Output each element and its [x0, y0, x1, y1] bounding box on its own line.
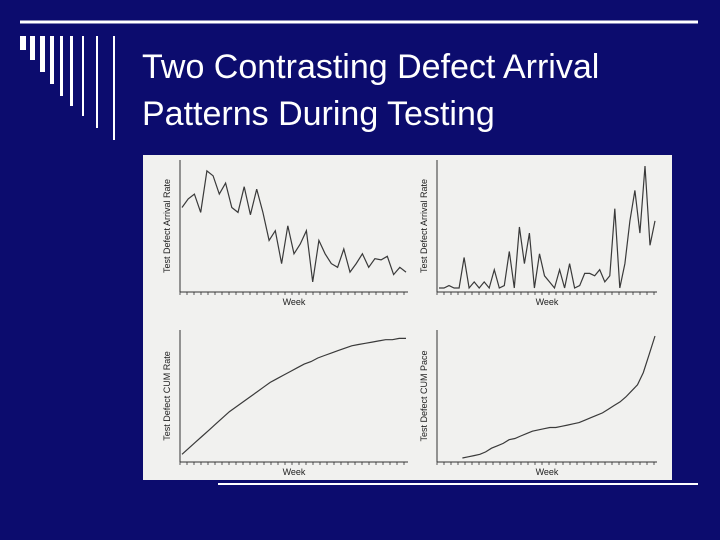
y-axis-label: Test Defect CUM Pace	[419, 350, 429, 441]
y-axis-label: Test Defect Arrival Rate	[162, 179, 172, 273]
x-axis-label: Week	[536, 297, 559, 307]
title-line: Patterns During Testing	[142, 95, 495, 133]
data-line	[439, 165, 656, 290]
charts: Week Test Defect Arrival Rate Week Test Def…	[162, 160, 657, 477]
title-line: Two Contrasting Defect Arrival	[142, 48, 599, 86]
x-axis-label: Week	[283, 297, 306, 307]
data-line	[181, 169, 407, 282]
y-axis-label: Test Defect CUM Rate	[162, 351, 172, 441]
figure-panel	[143, 155, 672, 480]
decor-bars	[20, 36, 115, 140]
x-axis-label: Week	[283, 467, 306, 477]
x-axis-label: Week	[536, 467, 559, 477]
data-line	[462, 335, 656, 459]
y-axis-label: Test Defect Arrival Rate	[419, 179, 429, 273]
data-line	[181, 337, 406, 455]
